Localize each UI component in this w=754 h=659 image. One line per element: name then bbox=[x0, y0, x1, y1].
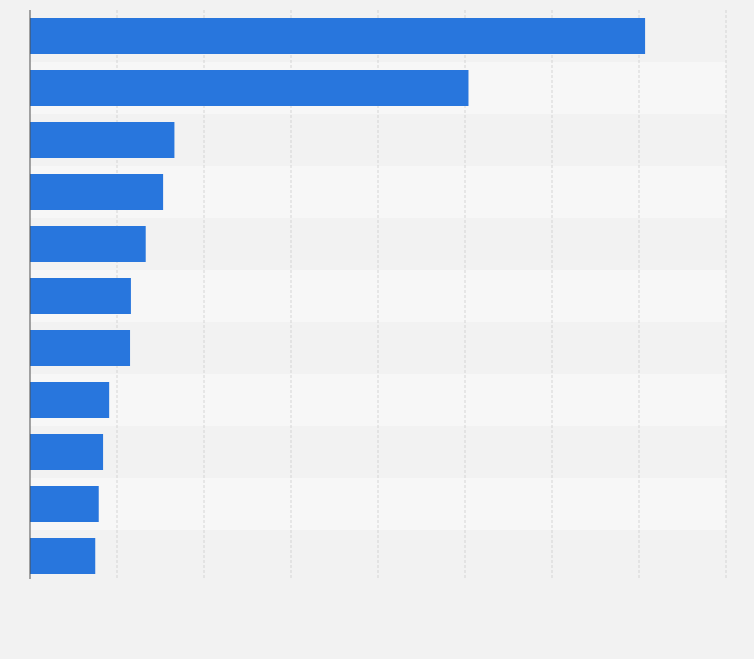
bar[interactable] bbox=[30, 18, 646, 54]
bar[interactable] bbox=[30, 70, 469, 106]
bar[interactable] bbox=[30, 278, 131, 314]
bar[interactable] bbox=[30, 382, 110, 418]
bars bbox=[30, 18, 646, 574]
bar[interactable] bbox=[30, 174, 164, 210]
bar[interactable] bbox=[30, 538, 96, 574]
bar[interactable] bbox=[30, 486, 99, 522]
bar[interactable] bbox=[30, 330, 131, 366]
bar[interactable] bbox=[30, 434, 104, 470]
bar[interactable] bbox=[30, 226, 146, 262]
bar[interactable] bbox=[30, 122, 175, 158]
